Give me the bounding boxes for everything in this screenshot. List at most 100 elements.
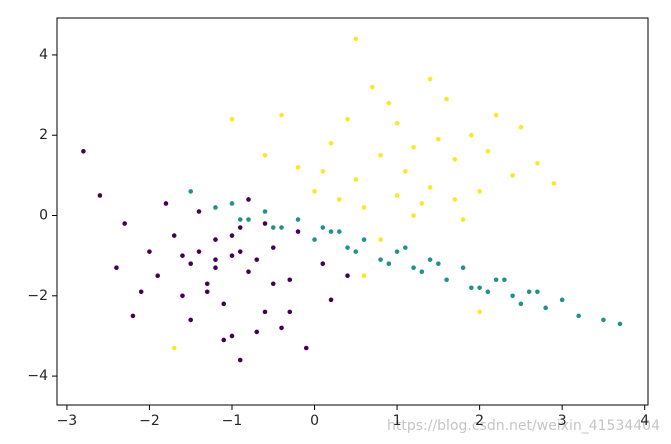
point — [312, 237, 317, 242]
x-tick-label: −3 — [57, 413, 78, 429]
point — [270, 245, 276, 250]
point — [237, 357, 243, 363]
point — [320, 261, 326, 266]
point — [477, 189, 482, 194]
point — [345, 116, 350, 122]
point — [353, 36, 359, 42]
point — [378, 237, 383, 242]
axes-frame — [56, 17, 649, 406]
point — [213, 237, 218, 242]
point — [237, 217, 243, 222]
point — [155, 273, 161, 279]
point — [254, 257, 260, 262]
point — [254, 329, 260, 335]
point — [551, 181, 557, 186]
point — [97, 193, 103, 198]
point — [510, 293, 515, 299]
point — [163, 201, 169, 206]
point — [287, 309, 293, 315]
point — [171, 345, 177, 351]
x-tick-label: 0 — [310, 413, 319, 429]
point — [361, 273, 367, 279]
point — [535, 161, 540, 166]
point — [303, 345, 309, 351]
point — [485, 289, 491, 295]
point — [221, 301, 227, 307]
point — [386, 261, 392, 266]
point — [444, 277, 449, 283]
point — [452, 197, 458, 202]
point — [229, 333, 235, 339]
point — [295, 165, 301, 170]
point — [262, 221, 268, 226]
point — [328, 229, 334, 234]
point — [81, 148, 86, 154]
point — [295, 229, 301, 234]
point — [345, 273, 350, 279]
point — [617, 321, 623, 327]
point — [378, 257, 383, 262]
point — [419, 201, 425, 206]
point — [180, 293, 185, 299]
point — [221, 337, 227, 343]
point — [460, 265, 466, 271]
point — [361, 205, 367, 210]
point — [518, 124, 524, 130]
point — [485, 148, 491, 154]
point — [394, 120, 400, 126]
point — [320, 169, 326, 174]
point — [444, 96, 449, 102]
plot-area — [81, 36, 623, 363]
point — [394, 193, 400, 198]
point — [204, 281, 210, 287]
point — [493, 277, 499, 283]
point — [229, 201, 235, 206]
point — [403, 245, 408, 250]
point — [403, 169, 408, 174]
point — [122, 221, 127, 226]
point — [477, 309, 482, 315]
point — [171, 233, 177, 238]
point — [394, 249, 400, 254]
point — [188, 317, 194, 323]
y-tick-label: 2 — [39, 127, 48, 143]
point — [345, 245, 350, 250]
point — [270, 225, 276, 230]
point — [452, 157, 458, 162]
point — [138, 289, 144, 295]
point — [262, 209, 268, 214]
point — [130, 313, 136, 319]
point — [229, 253, 235, 258]
point — [427, 257, 433, 262]
point — [262, 152, 268, 158]
y-tick-label: 0 — [39, 208, 48, 224]
point — [188, 189, 194, 194]
y-tick-label: −4 — [27, 368, 48, 384]
x-tick-label: 3 — [558, 413, 567, 429]
point — [237, 225, 243, 230]
point — [279, 225, 284, 230]
point — [270, 281, 276, 287]
point — [246, 217, 251, 222]
y-tick-label: 4 — [39, 47, 48, 63]
point — [279, 112, 284, 118]
point — [361, 237, 367, 242]
point — [353, 249, 359, 254]
watermark: https://blog.csdn.net/weixin_41534404 — [387, 418, 660, 434]
point — [535, 289, 540, 295]
y-tick-label: −2 — [27, 288, 48, 304]
point — [502, 277, 507, 283]
point — [188, 261, 194, 266]
x-tick-label: 1 — [393, 413, 402, 429]
point — [213, 257, 218, 262]
point — [576, 313, 581, 319]
point — [262, 309, 268, 315]
point — [114, 265, 119, 271]
point — [320, 225, 326, 230]
point — [378, 152, 383, 158]
point — [411, 265, 416, 271]
point — [510, 173, 515, 178]
point — [436, 261, 441, 266]
